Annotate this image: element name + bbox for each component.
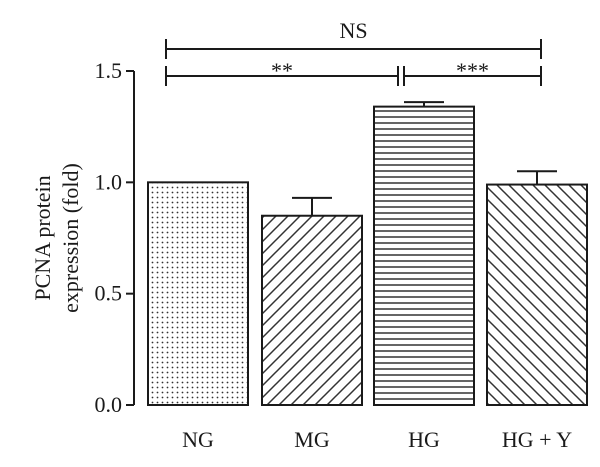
y-axis-title-line-2: expression (fold) xyxy=(58,163,83,313)
significance-label: *** xyxy=(456,58,489,83)
y-tick-label: 0.5 xyxy=(95,281,123,306)
significance-label: ** xyxy=(271,58,293,83)
error-bars xyxy=(292,101,557,216)
y-axis: 0.0 0.5 1.0 1.5 xyxy=(95,58,135,417)
y-tick-label: 0.0 xyxy=(95,392,123,417)
significance-label: NS xyxy=(339,18,367,43)
significance-brackets: NS** *** xyxy=(165,18,542,86)
significance-bracket-hg-hgy xyxy=(403,66,542,86)
x-category-label: MG xyxy=(294,427,330,452)
y-axis-title-line-1: PCNA protein xyxy=(30,175,55,300)
y-tick-label: 1.0 xyxy=(95,169,123,194)
bars xyxy=(147,105,588,406)
bar-hg xyxy=(373,105,475,406)
bar-mg xyxy=(261,214,363,406)
x-axis-labels: NG MG HG HG + Y xyxy=(182,427,572,452)
bar-hg-y xyxy=(486,183,588,406)
x-category-label: NG xyxy=(182,427,214,452)
significance-bracket-ns xyxy=(165,39,542,59)
y-tick-label: 1.5 xyxy=(95,58,123,83)
significance-bracket-ng-hg xyxy=(165,66,399,86)
x-category-label: HG + Y xyxy=(502,427,572,452)
bar-ng xyxy=(147,181,249,406)
x-category-label: HG xyxy=(408,427,440,452)
y-axis-title: PCNA protein expression (fold) xyxy=(30,163,83,313)
